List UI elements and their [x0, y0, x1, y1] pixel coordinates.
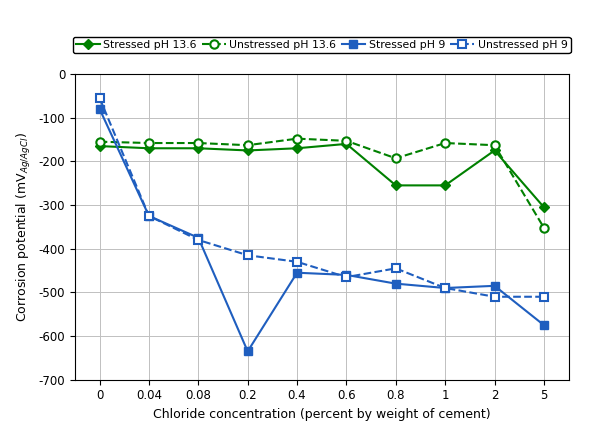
Unstressed pH 13.6	[540, 225, 547, 230]
Line: Unstressed pH 13.6: Unstressed pH 13.6	[95, 134, 548, 232]
Line: Stressed pH 9: Stressed pH 9	[95, 105, 548, 355]
Stressed pH 13.6	[145, 146, 152, 151]
Stressed pH 13.6	[293, 146, 301, 151]
Unstressed pH 9	[293, 259, 301, 264]
Stressed pH 13.6	[195, 146, 202, 151]
Unstressed pH 9	[145, 213, 152, 218]
Unstressed pH 13.6	[293, 136, 301, 141]
Unstressed pH 13.6	[96, 139, 103, 144]
Stressed pH 13.6	[244, 148, 251, 153]
Unstressed pH 9	[540, 294, 547, 300]
Legend: Stressed pH 13.6, Unstressed pH 13.6, Stressed pH 9, Unstressed pH 9: Stressed pH 13.6, Unstressed pH 13.6, St…	[73, 37, 571, 53]
Unstressed pH 9	[195, 237, 202, 242]
Stressed pH 13.6	[392, 183, 400, 188]
Stressed pH 13.6	[343, 141, 350, 146]
Stressed pH 9	[540, 323, 547, 328]
Stressed pH 9	[293, 270, 301, 276]
Unstressed pH 13.6	[491, 143, 498, 148]
Stressed pH 9	[392, 281, 400, 286]
Unstressed pH 9	[96, 95, 103, 101]
Stressed pH 9	[442, 286, 449, 291]
Stressed pH 9	[491, 283, 498, 289]
Unstressed pH 13.6	[145, 140, 152, 146]
Unstressed pH 9	[392, 266, 400, 271]
Stressed pH 9	[145, 213, 152, 218]
Stressed pH 9	[96, 106, 103, 112]
Stressed pH 9	[244, 349, 251, 354]
Stressed pH 13.6	[491, 148, 498, 153]
Stressed pH 13.6	[96, 143, 103, 149]
Unstressed pH 13.6	[195, 140, 202, 146]
Line: Unstressed pH 9: Unstressed pH 9	[95, 94, 548, 301]
Unstressed pH 13.6	[442, 140, 449, 146]
Stressed pH 13.6	[442, 183, 449, 188]
Stressed pH 9	[195, 235, 202, 240]
Unstressed pH 9	[244, 252, 251, 258]
Unstressed pH 13.6	[244, 143, 251, 148]
Unstressed pH 9	[491, 294, 498, 300]
Unstressed pH 13.6	[343, 138, 350, 143]
Line: Stressed pH 13.6: Stressed pH 13.6	[96, 140, 547, 211]
Unstressed pH 9	[343, 275, 350, 280]
Unstressed pH 9	[442, 286, 449, 291]
Stressed pH 13.6	[540, 204, 547, 210]
Stressed pH 9	[343, 272, 350, 278]
X-axis label: Chloride concentration (percent by weight of cement): Chloride concentration (percent by weigh…	[153, 408, 491, 421]
Y-axis label: Corrosion potential (mV$_{Ag/AgCl}$): Corrosion potential (mV$_{Ag/AgCl}$)	[15, 132, 33, 322]
Unstressed pH 13.6	[392, 156, 400, 161]
